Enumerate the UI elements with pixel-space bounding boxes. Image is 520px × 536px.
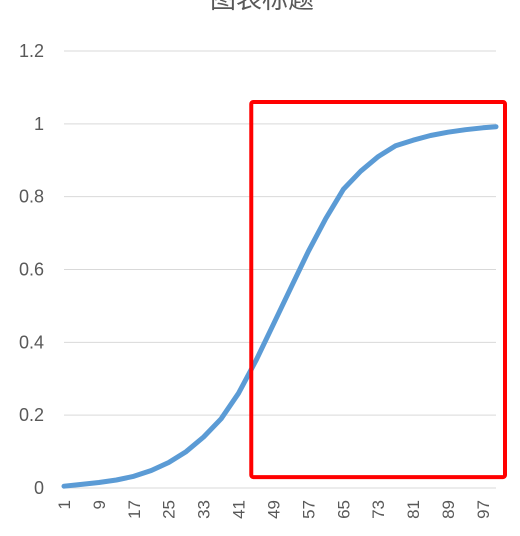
x-tick-label: 65 [334, 500, 353, 519]
highlight-box [249, 99, 507, 480]
y-tick-label: 0.8 [19, 187, 44, 207]
x-tick-label: 41 [230, 500, 249, 519]
x-tick-label: 17 [125, 500, 144, 519]
series-line [61, 124, 499, 489]
y-tick-label: 1 [34, 114, 44, 134]
highlight-layer [249, 99, 507, 480]
series-layer [61, 124, 499, 489]
x-tick-label: 89 [439, 500, 458, 519]
x-tick-label: 49 [264, 500, 283, 519]
x-axis-ticks: 1 9 17 25 33 41 49 57 65 73 81 89 97 [55, 500, 493, 519]
x-tick-label: 57 [299, 500, 318, 519]
y-axis-ticks: 0 0.2 0.4 0.6 0.8 1 1.2 [19, 41, 44, 498]
y-tick-label: 0 [34, 478, 44, 498]
y-tick-label: 1.2 [19, 41, 44, 61]
x-tick-label: 97 [474, 500, 493, 519]
x-tick-label: 73 [369, 500, 388, 519]
x-tick-label: 25 [160, 500, 179, 519]
y-tick-label: 0.4 [19, 332, 44, 352]
y-tick-label: 0.2 [19, 405, 44, 425]
x-tick-label: 33 [195, 500, 214, 519]
x-tick-label: 1 [55, 500, 74, 509]
y-tick-label: 0.6 [19, 260, 44, 280]
gridlines [64, 50, 496, 489]
x-tick-label: 9 [90, 500, 109, 509]
x-tick-label: 81 [404, 500, 423, 519]
chart-title: 图表标题 [210, 0, 314, 15]
